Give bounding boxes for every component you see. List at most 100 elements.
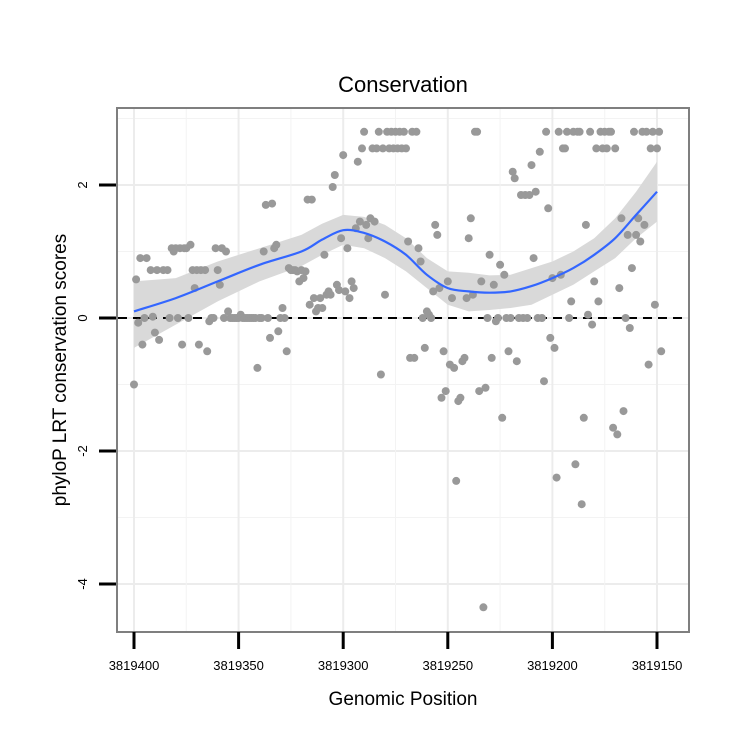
data-point <box>414 244 423 253</box>
data-point <box>307 195 316 204</box>
data-point <box>132 275 141 284</box>
data-point <box>184 314 193 322</box>
data-point <box>148 312 157 321</box>
data-point <box>617 214 626 223</box>
data-point <box>203 347 212 356</box>
data-point <box>220 314 228 322</box>
data-point <box>355 217 364 226</box>
data-point <box>416 257 425 266</box>
data-point <box>253 363 262 372</box>
data-point <box>209 314 218 322</box>
data-point <box>343 244 352 253</box>
data-point <box>625 324 634 332</box>
data-point <box>326 290 335 299</box>
data-point <box>427 314 436 322</box>
data-point <box>163 266 172 275</box>
data-point <box>349 284 358 293</box>
data-point <box>402 144 410 153</box>
data-point <box>261 200 270 209</box>
data-point <box>437 393 446 402</box>
data-point <box>138 340 147 349</box>
data-point <box>648 127 657 136</box>
data-point <box>201 266 210 275</box>
data-point <box>508 167 517 176</box>
data-point <box>178 340 187 349</box>
data-point <box>590 277 599 286</box>
data-point <box>510 174 519 183</box>
data-point <box>489 280 498 289</box>
x-tick-label: 3819300 <box>318 658 369 673</box>
data-point <box>318 304 327 312</box>
data-point <box>644 360 653 369</box>
data-point <box>655 127 664 136</box>
data-point <box>381 290 389 299</box>
data-point <box>268 199 277 208</box>
data-point <box>592 144 601 153</box>
data-point <box>460 353 469 362</box>
data-point <box>374 127 383 136</box>
data-point <box>494 314 502 322</box>
data-point <box>537 314 546 322</box>
data-point <box>529 254 538 263</box>
data-point <box>215 280 224 289</box>
data-point <box>412 127 421 136</box>
data-point <box>586 127 595 136</box>
x-axis-title: Genomic Position <box>329 689 478 710</box>
chart-title: Conservation <box>338 72 468 97</box>
data-point <box>640 220 649 229</box>
data-point <box>607 127 615 136</box>
data-point <box>316 294 325 303</box>
data-point <box>194 340 203 349</box>
y-tick-label: 0 <box>75 314 90 321</box>
data-point <box>213 266 222 275</box>
data-point <box>136 254 145 263</box>
data-point <box>431 220 440 229</box>
data-point <box>479 603 488 612</box>
x-tick-label: 3819350 <box>213 658 264 673</box>
data-point <box>272 240 281 249</box>
data-point <box>615 284 624 293</box>
data-point <box>280 314 289 322</box>
data-point <box>378 144 387 153</box>
data-point <box>535 147 544 156</box>
data-point <box>263 314 272 322</box>
data-point <box>456 393 465 402</box>
data-point <box>504 347 513 356</box>
data-point <box>571 460 580 469</box>
data-point <box>485 250 494 259</box>
data-point <box>561 144 569 153</box>
data-point <box>259 247 268 256</box>
data-point <box>364 234 373 243</box>
data-point <box>531 187 540 196</box>
data-point <box>165 314 174 322</box>
data-point <box>630 127 638 136</box>
data-point <box>602 144 611 153</box>
data-point <box>546 333 555 342</box>
data-point <box>345 294 354 303</box>
data-point <box>609 423 618 432</box>
data-point <box>565 314 574 322</box>
data-point <box>186 240 195 249</box>
data-point <box>305 300 314 309</box>
data-point <box>420 343 429 352</box>
data-point <box>376 370 385 379</box>
plot-panel-border <box>116 107 690 633</box>
data-point <box>173 314 182 322</box>
data-point <box>134 318 143 327</box>
y-tick-label: -2 <box>75 445 90 457</box>
x-tick-label: 3819150 <box>632 658 683 673</box>
data-point <box>613 430 622 439</box>
data-point <box>623 230 632 239</box>
x-tick-label: 3819200 <box>527 658 578 673</box>
data-point <box>450 363 459 372</box>
data-point <box>441 387 450 396</box>
data-point <box>646 144 655 153</box>
data-point <box>418 314 427 322</box>
data-point <box>370 217 379 226</box>
data-point <box>335 286 343 295</box>
data-point <box>464 234 473 243</box>
data-point <box>619 407 628 416</box>
confidence-ribbon-layer <box>134 161 657 348</box>
data-point <box>577 500 586 509</box>
x-axis-ticks: 3819400 3819350 3819300 3819250 3819200 38191… <box>109 632 683 673</box>
